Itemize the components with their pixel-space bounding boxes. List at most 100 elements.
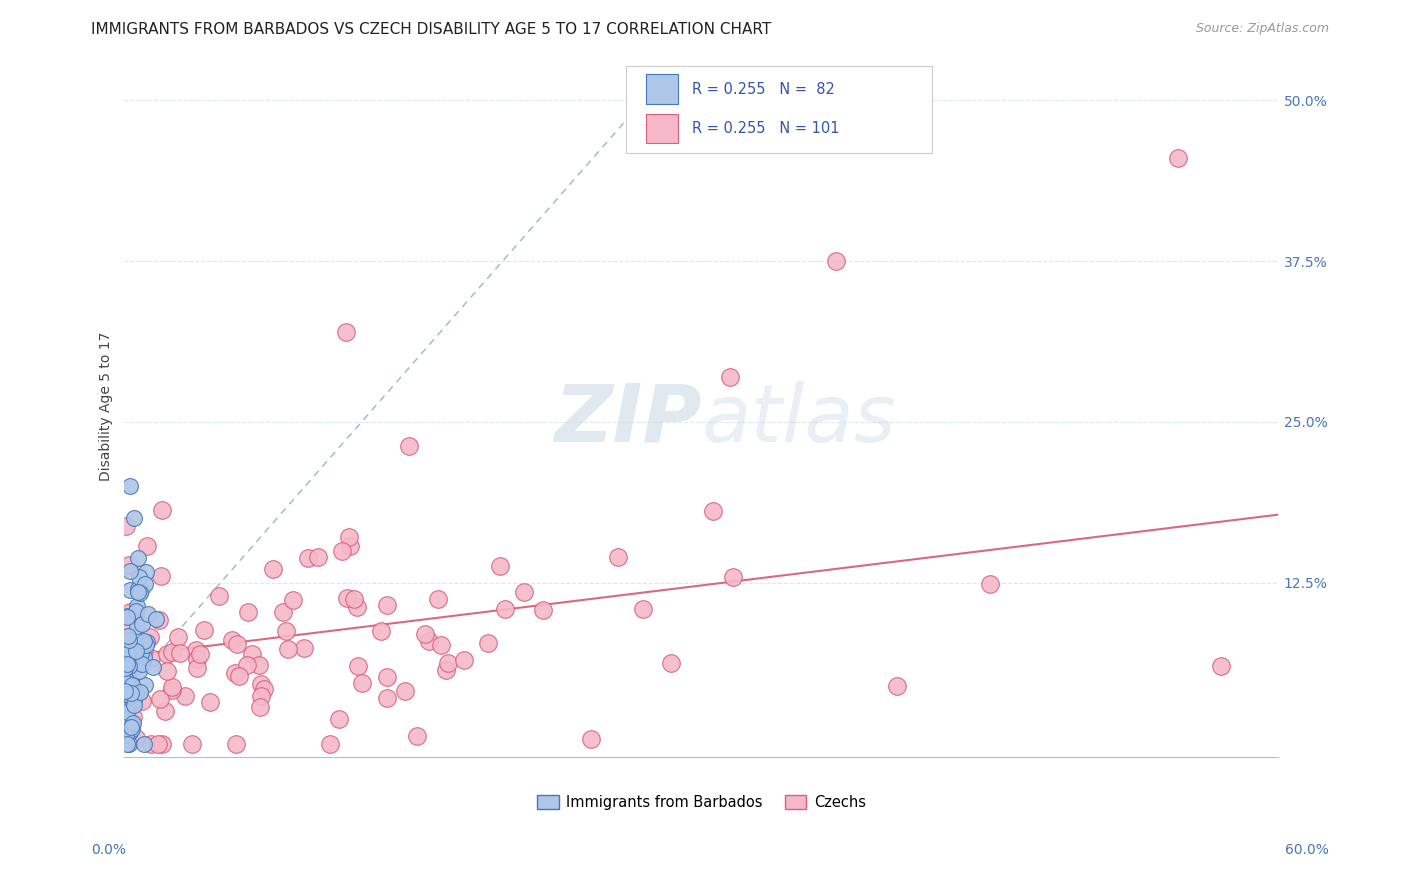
Point [146, 737, 169, 751]
Point [181, 737, 204, 751]
Point [122, 715, 145, 730]
Point [120, 714, 142, 729]
Point [1209, 659, 1232, 673]
Point [127, 582, 149, 596]
Point [117, 632, 139, 647]
Point [579, 731, 602, 746]
Point [121, 692, 143, 706]
Point [127, 644, 149, 658]
Point [117, 659, 139, 673]
Point [718, 370, 741, 384]
Point [134, 737, 156, 751]
Point [271, 605, 294, 619]
Point [350, 676, 373, 690]
Point [186, 661, 208, 675]
Point [153, 704, 176, 718]
Text: ZIP: ZIP [554, 381, 702, 458]
Point [426, 592, 449, 607]
Point [139, 630, 162, 644]
Point [120, 679, 142, 693]
Point [247, 658, 270, 673]
Point [127, 551, 149, 566]
Point [134, 577, 156, 591]
Point [145, 612, 167, 626]
Point [225, 737, 247, 751]
Point [122, 660, 145, 674]
Point [319, 737, 342, 751]
Bar [645, 114, 678, 144]
Point [343, 592, 366, 607]
Point [370, 624, 392, 638]
Point [125, 687, 148, 701]
Point [494, 602, 516, 616]
Point [436, 656, 458, 670]
Point [132, 650, 155, 665]
Point [188, 648, 211, 662]
Point [193, 623, 215, 637]
Point [240, 647, 263, 661]
Legend: Immigrants from Barbados, Czechs: Immigrants from Barbados, Czechs [531, 789, 872, 816]
Point [328, 712, 350, 726]
Text: Source: ZipAtlas.com: Source: ZipAtlas.com [1195, 22, 1329, 36]
Point [453, 653, 475, 667]
Point [122, 710, 145, 724]
Text: R = 0.255   N = 101: R = 0.255 N = 101 [692, 121, 839, 136]
Point [120, 605, 142, 619]
Point [118, 558, 141, 573]
Point [131, 617, 153, 632]
Point [394, 684, 416, 698]
Point [132, 654, 155, 668]
Point [134, 678, 156, 692]
Point [160, 645, 183, 659]
Point [149, 691, 172, 706]
Point [117, 712, 139, 726]
Point [253, 681, 276, 696]
Point [125, 644, 148, 658]
Point [121, 686, 143, 700]
Point [120, 479, 142, 493]
Point [235, 658, 257, 673]
Point [221, 633, 243, 648]
Point [127, 599, 149, 613]
Point [489, 558, 512, 573]
Point [398, 439, 420, 453]
Point [120, 694, 142, 708]
Point [131, 657, 153, 672]
Point [434, 664, 457, 678]
Bar [645, 74, 678, 103]
Point [236, 605, 259, 619]
Point [128, 665, 150, 679]
Point [115, 728, 138, 742]
Point [134, 634, 156, 648]
Point [118, 659, 141, 673]
Point [160, 680, 183, 694]
Point [115, 609, 138, 624]
Point [125, 731, 148, 745]
Point [250, 689, 273, 703]
Point [115, 518, 138, 533]
Point [249, 699, 271, 714]
Point [114, 687, 136, 701]
Point [122, 693, 145, 707]
Point [274, 624, 297, 638]
Point [162, 683, 184, 698]
Point [115, 657, 138, 672]
Point [120, 564, 142, 578]
Text: atlas: atlas [702, 381, 896, 458]
Point [262, 562, 284, 576]
Point [136, 607, 159, 622]
Point [723, 570, 745, 584]
Point [129, 582, 152, 597]
Point [114, 684, 136, 698]
Point [413, 627, 436, 641]
Point [148, 614, 170, 628]
Point [166, 630, 188, 644]
Point [208, 589, 231, 603]
Text: IMMIGRANTS FROM BARBADOS VS CZECH DISABILITY AGE 5 TO 17 CORRELATION CHART: IMMIGRANTS FROM BARBADOS VS CZECH DISABI… [91, 22, 772, 37]
Point [339, 539, 361, 553]
Text: 0.0%: 0.0% [91, 843, 127, 857]
Point [115, 737, 138, 751]
Point [228, 668, 250, 682]
Point [129, 648, 152, 663]
Point [186, 643, 208, 657]
